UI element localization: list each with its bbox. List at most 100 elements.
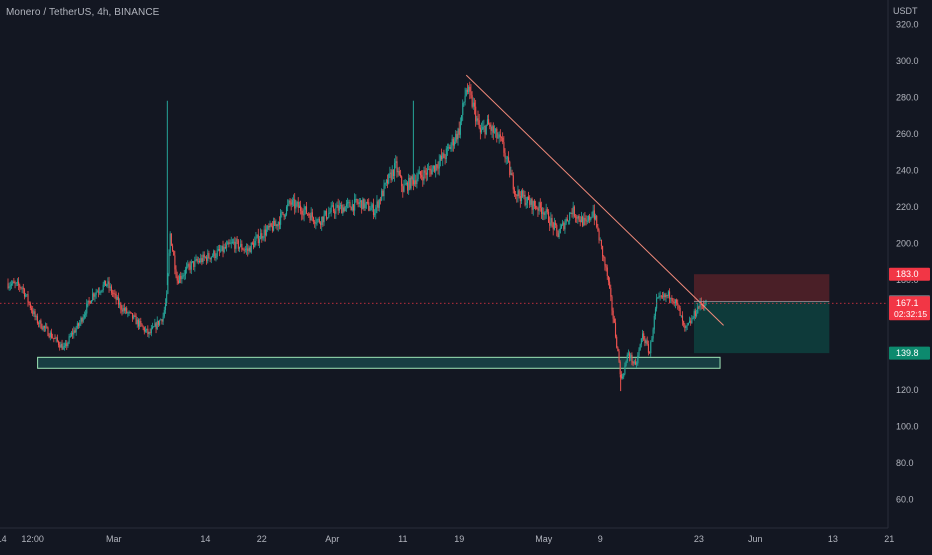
candle-body xyxy=(307,213,309,215)
candle-body xyxy=(32,310,34,314)
candle-body xyxy=(696,313,698,316)
candle-body xyxy=(100,291,102,293)
candle-body xyxy=(134,315,136,317)
candle-body xyxy=(345,203,347,207)
candle-body xyxy=(132,313,134,319)
candle-body xyxy=(68,336,70,343)
candle-body xyxy=(337,205,339,211)
candle-body xyxy=(545,209,547,214)
candle-body xyxy=(633,361,635,364)
candle-body xyxy=(187,264,189,267)
candle-body xyxy=(243,249,245,251)
candle-body xyxy=(129,311,131,313)
candle-body xyxy=(643,333,645,340)
candle-body xyxy=(462,103,464,116)
take-profit-zone[interactable] xyxy=(693,301,830,354)
candle-body xyxy=(503,142,505,153)
candle-body xyxy=(313,217,315,222)
candle-body xyxy=(26,294,28,296)
candle-body xyxy=(215,256,217,258)
candle-body xyxy=(190,261,192,270)
candle-body xyxy=(403,185,405,192)
candle-body xyxy=(405,182,407,185)
candle-body xyxy=(177,280,179,284)
candle-body xyxy=(454,141,456,146)
candle-body xyxy=(206,257,208,262)
candle-body xyxy=(385,179,387,183)
candle-body xyxy=(658,296,660,298)
candle-body xyxy=(343,207,345,212)
candle-body xyxy=(186,266,188,270)
candle-body xyxy=(125,308,127,311)
candle-body xyxy=(585,219,587,222)
candle-body xyxy=(27,294,29,303)
candle-body xyxy=(652,329,654,339)
candle-body xyxy=(72,332,74,335)
candle-body xyxy=(517,190,519,197)
descending-trendline[interactable] xyxy=(465,74,724,326)
candle-body xyxy=(164,303,167,311)
stop-loss-zone[interactable] xyxy=(693,274,830,302)
candle-body xyxy=(18,281,20,286)
candle-body xyxy=(681,315,684,322)
candle-body xyxy=(626,354,628,362)
candle-body xyxy=(516,194,518,197)
candle-body xyxy=(470,91,472,96)
candle-body xyxy=(355,199,357,200)
candle-body xyxy=(358,202,360,204)
candle-body xyxy=(630,354,632,358)
candle-body xyxy=(383,184,385,197)
price-tick-label: 80.0 xyxy=(896,458,914,468)
candle-body xyxy=(522,190,524,197)
candle-body xyxy=(369,210,371,212)
candle-body xyxy=(591,216,593,218)
candle-body xyxy=(567,220,570,222)
candle-body xyxy=(196,259,198,262)
candle-body xyxy=(154,323,156,327)
candle-body xyxy=(583,217,585,226)
candle-body xyxy=(50,332,53,338)
candle-body xyxy=(323,214,325,223)
candle-body xyxy=(622,376,624,379)
candle-body xyxy=(89,301,91,304)
candle-body xyxy=(116,296,118,300)
candle-body xyxy=(350,207,352,211)
candle-body xyxy=(435,164,437,172)
candle-body xyxy=(209,257,211,260)
candle-body xyxy=(117,296,120,305)
time-axis[interactable]: 14 12:00 Mar 14 22 Apr 11 19 May 9 23 Jun 13 21 xyxy=(0,534,894,544)
candle-body xyxy=(120,303,122,310)
candle-body xyxy=(291,200,293,205)
candle-body xyxy=(422,176,424,181)
support-zone[interactable] xyxy=(37,356,721,369)
candle-body xyxy=(203,254,205,258)
candle-body xyxy=(563,222,565,230)
candle-body xyxy=(105,280,107,286)
candle-body xyxy=(389,172,391,174)
candle-body xyxy=(496,128,498,139)
candle-body xyxy=(523,194,525,197)
candle-body xyxy=(191,261,194,263)
candle-body xyxy=(156,320,158,329)
candle-body xyxy=(677,303,679,305)
candle-body xyxy=(80,318,82,323)
candle-body xyxy=(66,343,68,347)
bar-countdown: 02:32:15 xyxy=(894,309,927,319)
candle-body xyxy=(589,216,591,220)
candle-body xyxy=(127,312,129,314)
candle-body xyxy=(150,328,152,333)
candle-body xyxy=(328,212,330,218)
candle-body xyxy=(600,239,602,246)
candle-body xyxy=(562,222,564,225)
candle-body xyxy=(518,190,520,197)
candle-body xyxy=(418,171,420,175)
candle-body xyxy=(130,312,132,314)
candle-body xyxy=(490,126,492,131)
candle-body xyxy=(253,243,255,248)
candle-body xyxy=(113,293,115,295)
candle-body xyxy=(399,174,402,177)
candle-body xyxy=(651,338,653,342)
